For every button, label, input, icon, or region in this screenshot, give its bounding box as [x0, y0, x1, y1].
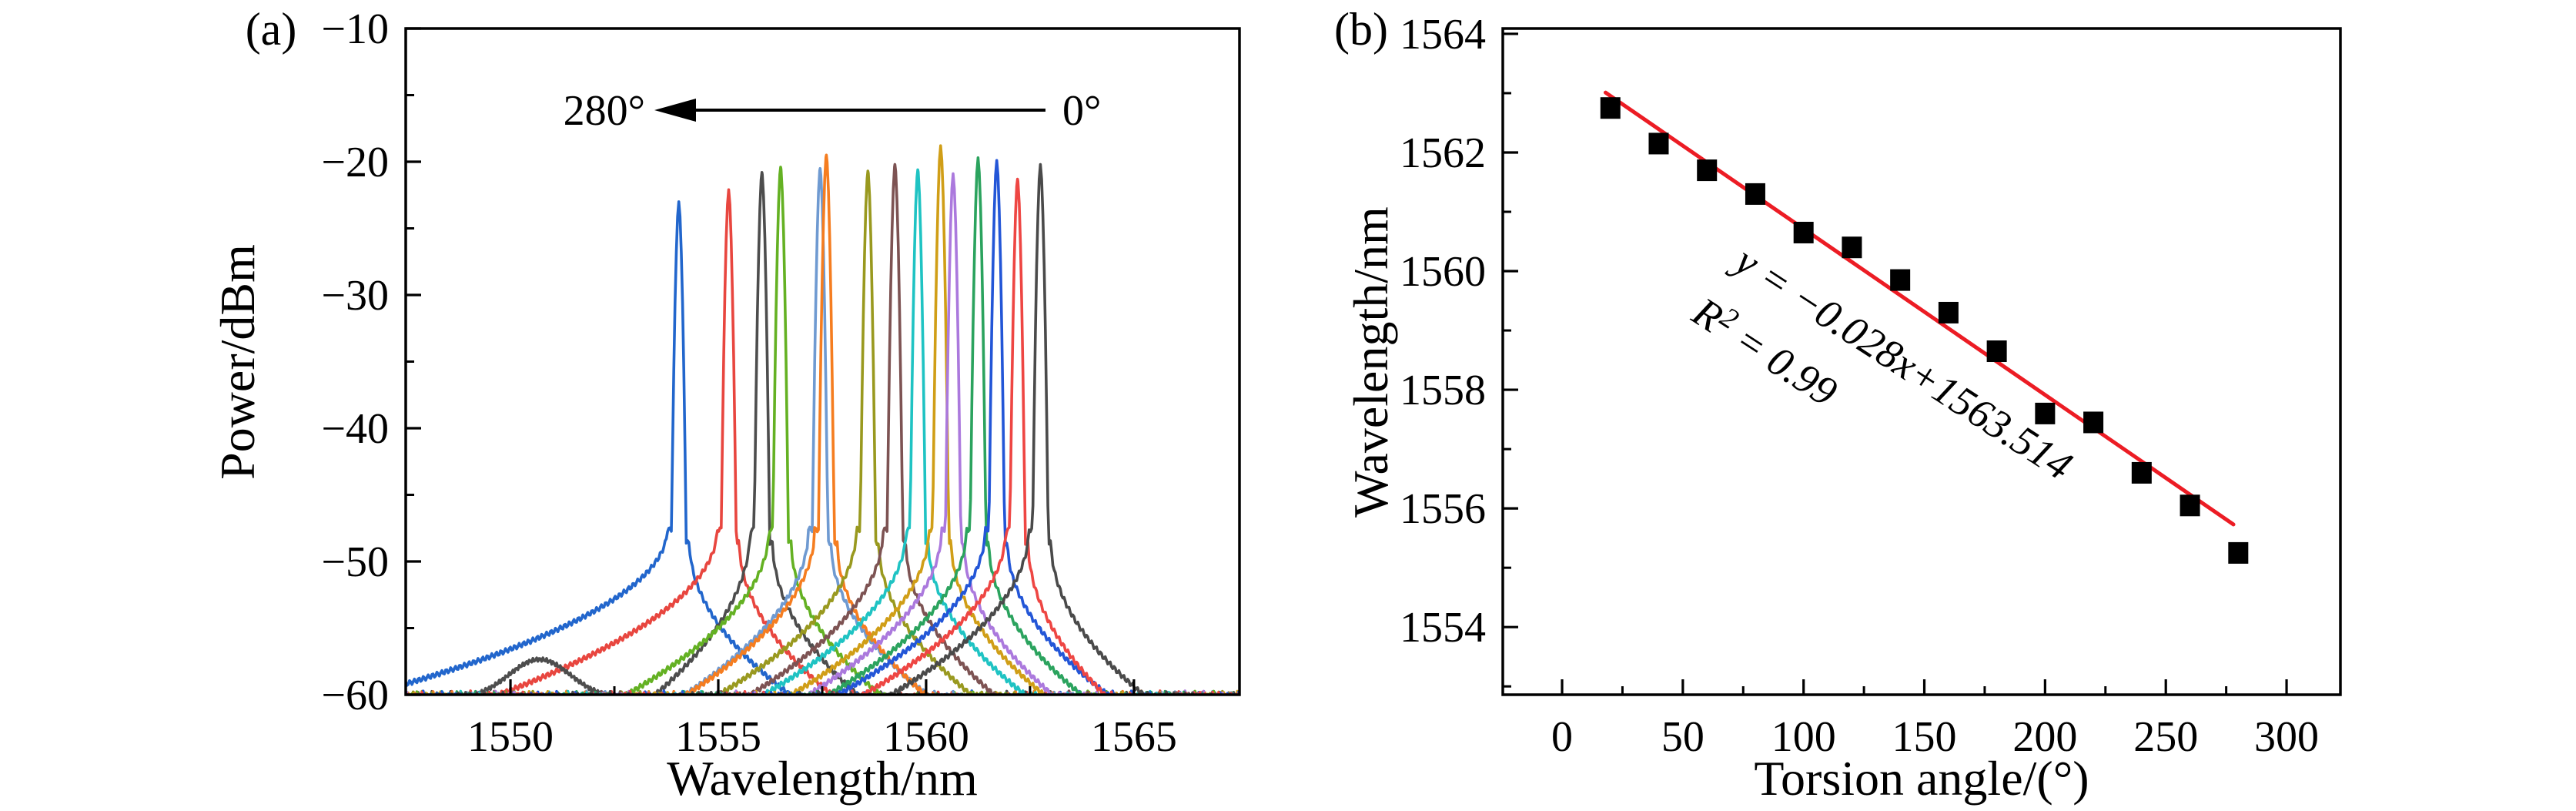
- x-tick-label: 150: [1892, 713, 1957, 761]
- y-tick-label: −10: [321, 5, 389, 53]
- panel-a-x-axis-title: Wavelength/nm: [667, 751, 978, 806]
- y-tick-label: −40: [321, 405, 389, 453]
- x-tick-label: 100: [1771, 713, 1836, 761]
- panel-b-label: (b): [1334, 4, 1388, 55]
- scatter-point: [1600, 97, 1621, 119]
- scatter-point: [2228, 541, 2249, 564]
- spectrum-curve: [406, 166, 1235, 695]
- panel-b-y-axis-title: Wavelength/nm: [1343, 206, 1398, 518]
- spectrum-curve: [406, 163, 1223, 695]
- x-tick-label: 1560: [883, 713, 969, 761]
- panel-a-y-axis-title: Power/dBm: [210, 244, 265, 480]
- scatter-point: [2180, 494, 2200, 517]
- x-tick-label: 1565: [1091, 713, 1177, 761]
- scatter-point: [1648, 132, 1669, 155]
- scatter-point: [1890, 269, 1911, 291]
- scatter-point: [1842, 236, 1862, 259]
- y-tick-label: 1556: [1400, 485, 1486, 533]
- x-tick-label: 50: [1661, 713, 1705, 761]
- x-tick-label: 250: [2133, 713, 2198, 761]
- scatter-point: [2083, 411, 2104, 434]
- spectrum-curve: [406, 200, 1233, 695]
- panel-a: (a) Power/dBm Wavelength/nm 280° 0° 1550…: [210, 4, 1241, 806]
- scatter-point: [2035, 402, 2056, 424]
- y-tick-label: 1560: [1400, 248, 1486, 296]
- x-tick-label: 0: [1551, 713, 1573, 761]
- panel-b-x-axis-title: Torsion angle/(°): [1754, 751, 2089, 806]
- annotation-start-angle: 280°: [564, 87, 645, 135]
- x-tick-label: 1550: [467, 713, 554, 761]
- panel-b: (b) Wavelength/nm Torsion angle/(°) 0 50 1…: [1334, 4, 2342, 806]
- y-tick-label: 1562: [1400, 129, 1486, 177]
- x-tick-label: 200: [2012, 713, 2077, 761]
- fit-equation-annotation: y = −0.028x+1563.514 R2 = 0.99: [1684, 235, 2080, 489]
- plot-frame: [404, 27, 1241, 696]
- spectrum-curve: [406, 163, 1237, 695]
- spectrum-curve: [414, 168, 1239, 695]
- spectrum-curve: [406, 169, 1238, 695]
- y-tick-label: −50: [321, 538, 389, 586]
- angle-range-annotation: 280° 0°: [564, 87, 1102, 135]
- scatter-point: [1938, 301, 1959, 323]
- scatter-point: [2131, 461, 2152, 484]
- spectrum-curve: [406, 177, 1239, 695]
- y-tick-label: 1564: [1400, 11, 1486, 59]
- panel-a-plot-area: 1550 1555 1560 1565 −10 −20 −30 −40 −50 −60: [321, 5, 1241, 761]
- scatter-point: [1697, 159, 1718, 182]
- annotation-end-angle: 0°: [1062, 87, 1101, 135]
- y-tick-label: 1554: [1400, 604, 1486, 652]
- spectrum-curve: [414, 166, 1239, 695]
- panel-b-plot-area: 0 50 100 150 200 250 300 1564 1562 1560 1558 1556 15…: [1400, 11, 2342, 761]
- plot-frame: [1501, 27, 2342, 696]
- scatter-point: [1745, 183, 1765, 205]
- y-tick-label: 1558: [1400, 367, 1486, 414]
- y-tick-label: −30: [321, 272, 389, 320]
- scatter-point: [1986, 340, 2007, 363]
- spectrum-curve: [406, 153, 1239, 695]
- panel-a-label: (a): [246, 4, 297, 55]
- y-tick-label: −20: [321, 139, 389, 186]
- scatter-point: [1793, 221, 1814, 243]
- spectrum-curve: [406, 144, 1239, 695]
- arrowhead-left-icon: [654, 99, 696, 122]
- x-tick-label: 300: [2254, 713, 2319, 761]
- y-tick-label: −60: [321, 672, 389, 719]
- x-tick-label: 1555: [675, 713, 761, 761]
